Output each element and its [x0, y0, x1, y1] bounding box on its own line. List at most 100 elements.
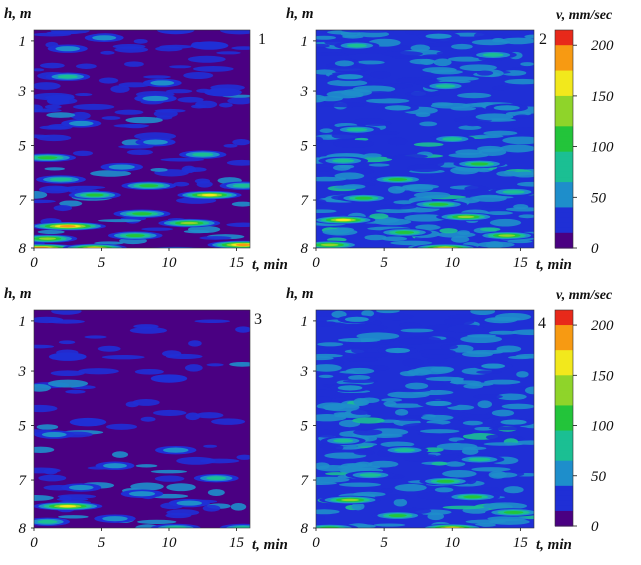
texture-streak: [439, 228, 458, 234]
texture-streak: [36, 424, 59, 430]
colorbar-tick-label: 50: [591, 469, 607, 485]
texture-streak: [471, 39, 511, 46]
velocity-streak: [473, 361, 513, 371]
velocity-streak: [34, 153, 77, 162]
texture-streak: [34, 383, 52, 392]
texture-streak: [316, 465, 350, 472]
velocity-streak: [100, 162, 144, 172]
velocity-streak: [477, 231, 534, 240]
texture-streak: [449, 380, 482, 385]
texture-streak: [447, 56, 486, 62]
texture-streak: [165, 89, 193, 94]
texture-streak: [322, 228, 358, 236]
texture-streak: [460, 417, 489, 421]
texture-streak: [398, 338, 429, 345]
velocity-streak: [320, 436, 366, 445]
texture-streak: [46, 31, 80, 35]
velocity-streak: [337, 315, 377, 324]
texture-streak: [413, 142, 444, 147]
texture-streak: [505, 207, 534, 212]
y-tick-label: 7: [301, 193, 310, 209]
texture-streak: [383, 401, 397, 407]
texture-streak: [464, 185, 489, 192]
velocity-streak: [453, 159, 506, 169]
texture-streak: [316, 167, 332, 172]
velocity-streak: [380, 445, 429, 455]
texture-streak: [353, 449, 375, 456]
velocity-streak: [412, 243, 479, 248]
texture-streak: [426, 357, 448, 364]
texture-streak: [169, 65, 192, 69]
texture-streak: [434, 487, 454, 493]
texture-streak: [333, 139, 375, 148]
texture-streak: [317, 342, 344, 347]
texture-streak: [34, 199, 56, 204]
texture-streak: [463, 120, 483, 127]
texture-streak: [460, 335, 503, 344]
velocity-streak: [469, 50, 517, 60]
texture-streak: [229, 361, 250, 367]
texture-streak: [203, 444, 218, 448]
texture-streak: [219, 102, 233, 108]
texture-streak: [316, 364, 342, 372]
texture-streak: [323, 102, 367, 108]
texture-streak: [125, 116, 163, 124]
texture-streak: [194, 178, 211, 184]
texture-streak: [399, 370, 419, 377]
texture-streak: [316, 407, 326, 414]
texture-streak: [318, 374, 334, 378]
colorbar-1: 200 150 100 50 0 v, mm/sec: [554, 8, 614, 257]
texture-streak: [381, 398, 403, 402]
texture-streak: [413, 191, 451, 199]
velocity-streak: [134, 94, 177, 103]
texture-streak: [390, 240, 433, 246]
texture-streak: [507, 239, 533, 244]
texture-streak: [386, 155, 416, 160]
texture-streak: [484, 211, 514, 215]
texture-streak: [316, 509, 340, 515]
texture-streak: [399, 322, 422, 328]
texture-streak: [356, 60, 385, 65]
texture-streak: [206, 363, 224, 367]
colorbar-tick-label: 0: [591, 519, 599, 535]
velocity-streak: [179, 150, 227, 159]
texture-streak: [427, 409, 455, 413]
texture-streak: [346, 342, 381, 349]
texture-streak: [57, 515, 89, 519]
texture-streak: [415, 112, 431, 118]
texture-streak: [410, 44, 431, 52]
texture-streak: [461, 351, 493, 358]
texture-streak: [491, 409, 515, 417]
texture-streak: [97, 345, 121, 352]
texture-streak: [387, 185, 406, 194]
texture-streak: [34, 82, 61, 90]
velocity-streak: [420, 523, 485, 528]
texture-streak: [352, 417, 385, 424]
texture-streak: [402, 422, 446, 431]
y-tick-label: 1: [19, 34, 27, 50]
texture-streak: [51, 310, 82, 315]
texture-streak: [404, 214, 447, 222]
velocity-streak: [316, 215, 376, 225]
texture-streak: [476, 70, 494, 76]
y-tick-label: 1: [19, 314, 27, 330]
panel-number: 2: [539, 31, 547, 48]
velocity-streak: [84, 33, 124, 42]
texture-streak: [380, 488, 393, 494]
texture-streak: [75, 63, 97, 69]
texture-streak: [166, 483, 196, 492]
texture-streak: [143, 75, 171, 79]
texture-streak: [166, 509, 200, 516]
texture-streak: [124, 61, 144, 67]
velocity-streak: [454, 455, 505, 464]
texture-streak: [518, 214, 534, 219]
colorbar-label: v, mm/sec: [556, 8, 613, 23]
texture-streak: [442, 505, 485, 510]
texture-streak: [72, 150, 94, 156]
velocity-streak: [45, 72, 91, 81]
texture-streak: [177, 96, 204, 103]
y-tick-label: 5: [19, 419, 27, 435]
texture-streak: [351, 347, 368, 354]
colorbar-tick-label: 100: [591, 419, 614, 435]
texture-streak: [34, 467, 61, 474]
